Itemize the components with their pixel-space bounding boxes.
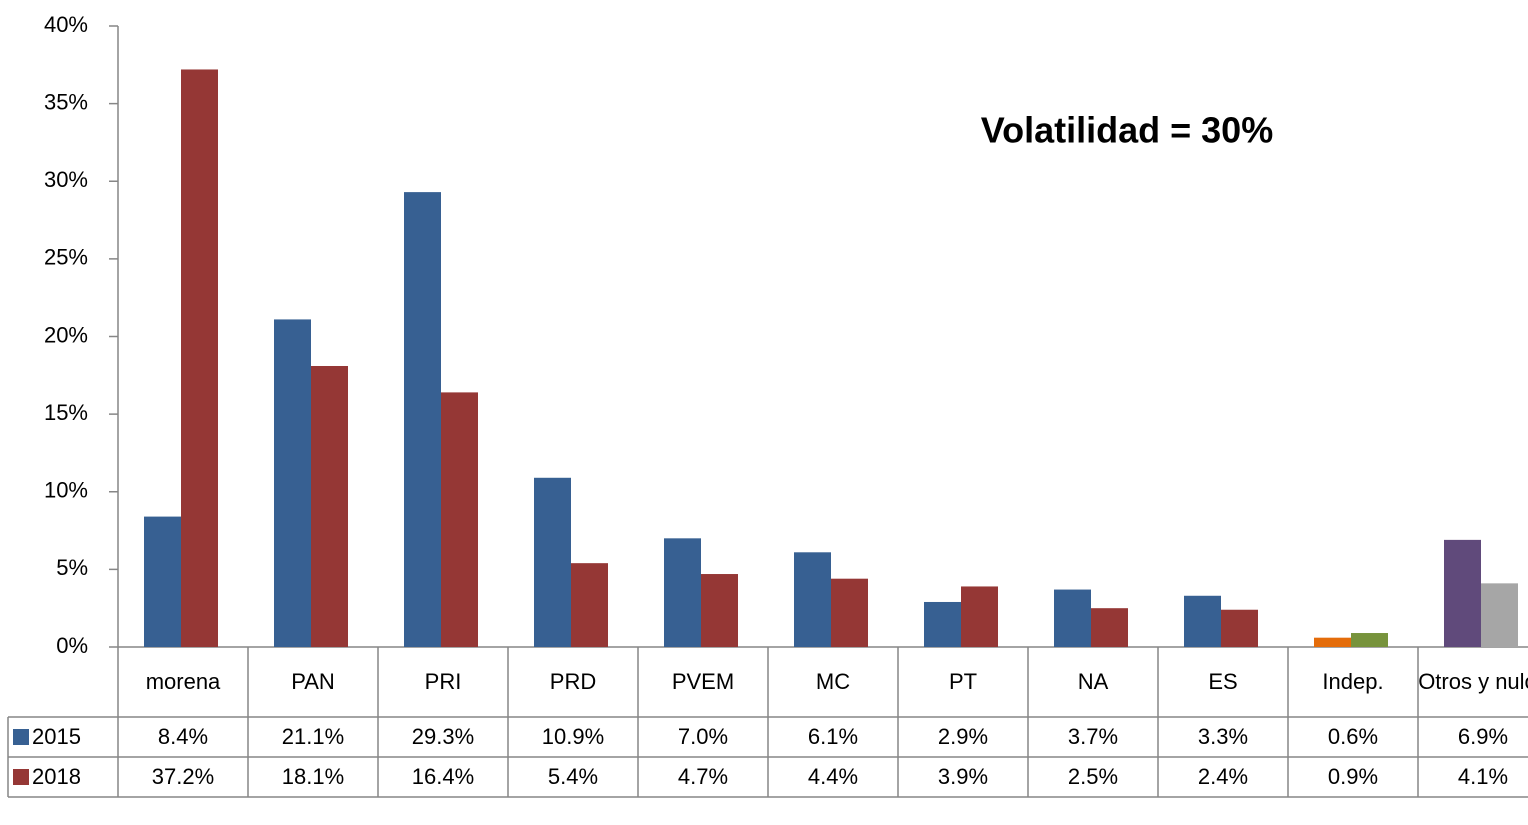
- table-value: 6.1%: [808, 724, 858, 749]
- table-value: 37.2%: [152, 764, 214, 789]
- x-category: Otros y nulos: [1418, 669, 1528, 695]
- y-tick-label: 20%: [44, 322, 88, 347]
- table-value: 6.9%: [1458, 724, 1508, 749]
- x-tick-label: Indep.: [1322, 669, 1384, 695]
- x-tick-label: Otros y nulos: [1418, 669, 1528, 695]
- x-category: morena: [145, 669, 221, 695]
- table-value: 7.0%: [678, 724, 728, 749]
- bar: [1054, 589, 1091, 647]
- bar: [311, 365, 348, 647]
- x-category: PVEM: [671, 669, 735, 695]
- table-value: 29.3%: [412, 724, 474, 749]
- legend-key: [13, 769, 29, 785]
- bar: [534, 477, 571, 647]
- bar: [1221, 609, 1258, 647]
- table-value: 4.4%: [808, 764, 858, 789]
- legend-label: 2018: [32, 764, 81, 789]
- x-category: ES: [1208, 669, 1238, 695]
- y-tick-label: 25%: [44, 245, 88, 270]
- y-tick-label: 40%: [44, 12, 88, 37]
- bar: [571, 563, 608, 647]
- annotation: Volatilidad = 30%: [981, 110, 1273, 151]
- bar: [794, 552, 831, 647]
- x-tick-label: PRD: [549, 669, 597, 695]
- bar: [1444, 539, 1481, 647]
- table-value: 8.4%: [158, 724, 208, 749]
- table-value: 5.4%: [548, 764, 598, 789]
- y-tick-label: 0%: [56, 633, 88, 658]
- y-tick-label: 10%: [44, 478, 88, 503]
- y-tick-label: 5%: [56, 555, 88, 580]
- x-category: Indep.: [1322, 669, 1384, 695]
- x-category: PRD: [549, 669, 597, 695]
- table-value: 2.9%: [938, 724, 988, 749]
- table-value: 0.6%: [1328, 724, 1378, 749]
- bar: [961, 586, 998, 647]
- x-tick-label: morena: [145, 669, 221, 695]
- bar: [1351, 633, 1388, 647]
- x-tick-label: MC: [815, 669, 851, 695]
- x-category: NA: [1077, 669, 1109, 695]
- table-value: 3.3%: [1198, 724, 1248, 749]
- bar: [144, 516, 181, 647]
- table-value: 0.9%: [1328, 764, 1378, 789]
- bar: [831, 578, 868, 647]
- table-value: 2.4%: [1198, 764, 1248, 789]
- x-category: PT: [948, 669, 978, 695]
- y-tick-label: 15%: [44, 400, 88, 425]
- table-value: 18.1%: [282, 764, 344, 789]
- bar: [924, 601, 961, 647]
- table-value: 2.5%: [1068, 764, 1118, 789]
- x-tick-label: PT: [948, 669, 978, 695]
- y-tick-label: 35%: [44, 89, 88, 114]
- bar: [1481, 583, 1518, 647]
- x-tick-label: PVEM: [671, 669, 735, 695]
- x-category: PRI: [424, 669, 462, 695]
- bar: [1184, 595, 1221, 647]
- bar: [181, 69, 218, 648]
- bar: [1091, 608, 1128, 647]
- x-tick-label: PAN: [291, 669, 335, 695]
- bar: [1314, 637, 1351, 647]
- table-value: 3.7%: [1068, 724, 1118, 749]
- bar: [274, 319, 311, 647]
- x-tick-label: NA: [1077, 669, 1109, 695]
- legend-key: [13, 729, 29, 745]
- bar: [404, 192, 441, 647]
- bar: [664, 538, 701, 647]
- x-tick-label: PRI: [424, 669, 462, 695]
- bar: [441, 392, 478, 647]
- table-value: 3.9%: [938, 764, 988, 789]
- x-category: PAN: [291, 669, 335, 695]
- table-value: 16.4%: [412, 764, 474, 789]
- x-tick-label: ES: [1208, 669, 1238, 695]
- bar: [701, 574, 738, 647]
- y-tick-label: 30%: [44, 167, 88, 192]
- table-value: 10.9%: [542, 724, 604, 749]
- table-value: 4.7%: [678, 764, 728, 789]
- x-category: MC: [815, 669, 851, 695]
- table-value: 21.1%: [282, 724, 344, 749]
- legend-label: 2015: [32, 724, 81, 749]
- table-value: 4.1%: [1458, 764, 1508, 789]
